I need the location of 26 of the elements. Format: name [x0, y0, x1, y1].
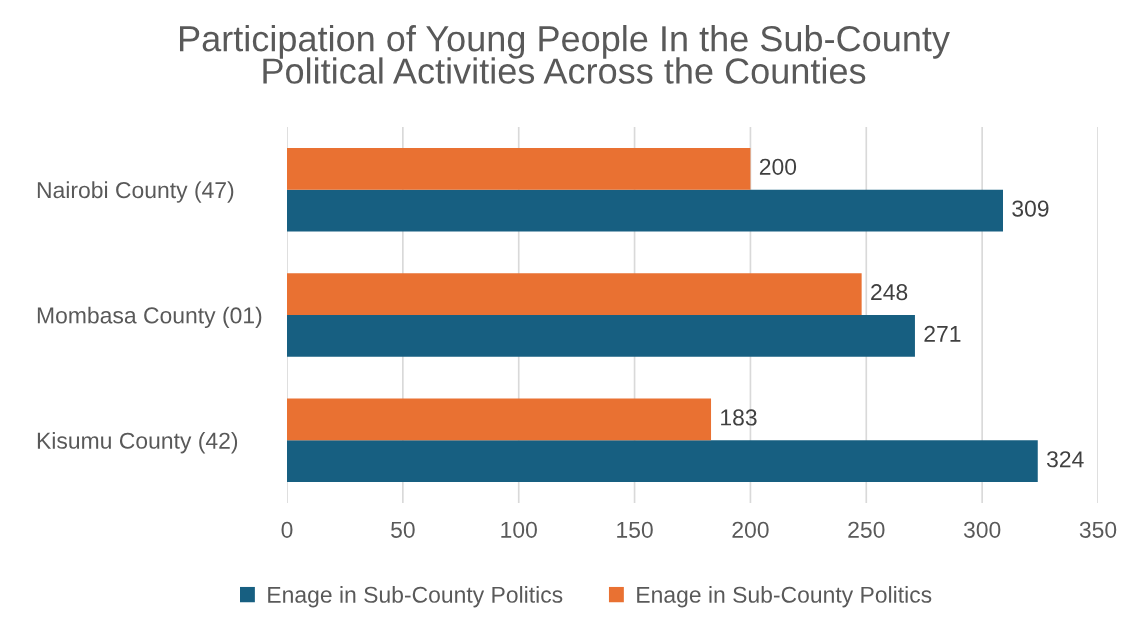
data-label: 183 [721, 409, 757, 426]
data-label: 309 [1012, 200, 1049, 217]
legend-label: Enage in Sub-County Politics [268, 586, 563, 608]
x-tick-label: 50 [391, 521, 415, 538]
x-tick-label: 300 [963, 521, 1001, 538]
x-tick-label: 250 [848, 521, 885, 538]
y-tick-label: Mombasa County (01) [37, 306, 262, 329]
bar [287, 147, 751, 190]
bar [287, 398, 712, 441]
x-tick-label: 350 [1079, 521, 1117, 538]
bar [287, 440, 1038, 483]
bar [287, 273, 862, 315]
y-tick-label: Nairobi County (47) [37, 181, 234, 203]
x-tick-label: 100 [501, 521, 537, 538]
data-label: 324 [1046, 451, 1084, 468]
x-tick-label: 150 [617, 521, 653, 538]
chart-title: Participation of Young People In the Sub-County Political Activities Across the Counties [180, 24, 950, 84]
y-tick-label: Kisumu County (42) [37, 432, 238, 454]
bar [287, 315, 915, 357]
x-tick-label: 200 [732, 521, 769, 538]
bar [287, 189, 1003, 232]
x-tick-label: 0 [281, 521, 293, 538]
legend-label: Enage in Sub-County Politics [637, 586, 932, 608]
data-label: 200 [759, 158, 797, 175]
data-label: 248 [871, 284, 908, 301]
data-label: 271 [924, 325, 961, 342]
